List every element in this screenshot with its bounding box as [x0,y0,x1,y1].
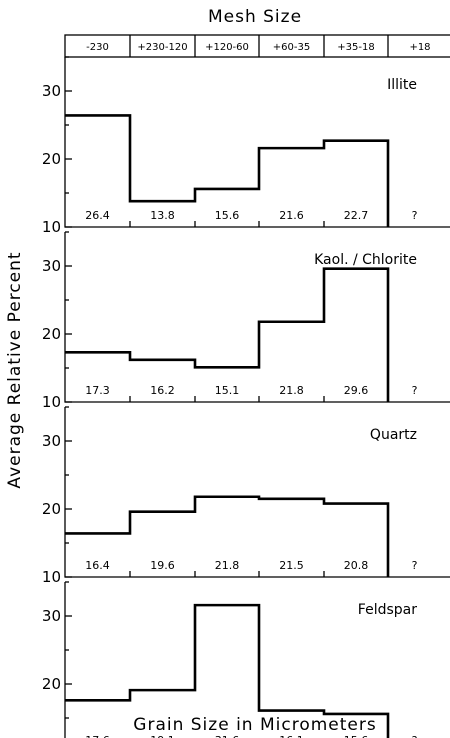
value-label: 21.8 [279,384,304,397]
value-label: 17.3 [85,384,110,397]
mesh-size-title: Mesh Size [208,7,302,27]
mesh-size-label: +18 [409,42,430,53]
value-label: 20.8 [344,559,369,572]
y-tick-label: 20 [42,500,61,518]
y-tick-label: 20 [42,325,61,343]
value-label: 15.6 [344,734,369,738]
y-tick-label: 20 [42,675,61,693]
value-label: 13.8 [150,209,175,222]
value-label: 17.6 [85,734,110,738]
value-label: 31.6 [215,734,240,738]
value-label: 15.1 [215,384,240,397]
mesh-size-frame [64,34,450,58]
y-tick-label: 20 [42,150,61,168]
y-tick-label: 10 [42,218,61,236]
mesh-size-label: +35-18 [337,42,374,53]
panel-quartz: 10 20 30 Quartz 16.4 19.6 21.8 21.5 20.8? [42,406,450,586]
value-label: 16.1 [279,734,304,738]
mesh-size-label: +120-60 [205,42,249,53]
panel-frame [64,582,66,738]
panel-title: Kaol. / Chlorite [314,252,417,268]
value-label: 19.1 [150,734,175,738]
value-label: 16.2 [150,384,175,397]
y-tick-label: 30 [42,82,61,100]
histogram-step-line [65,603,390,738]
unknown-value-label: ? [412,734,418,738]
histogram-step-line [65,495,390,577]
mesh-size-label: +230-120 [137,42,187,53]
y-tick-label: 30 [42,257,61,275]
panel-title: Quartz [370,427,417,443]
y-axis-title: Average Relative Percent [5,251,25,488]
y-tick-label: 30 [42,432,61,450]
value-label: 21.6 [279,209,304,222]
histogram-step-line [65,267,390,402]
value-label: 21.5 [279,559,304,572]
unknown-value-label: ? [412,384,418,397]
histogram-step-line [65,114,390,227]
panel-feldspar: 102030Feldspar17.619.131.616.115.6? [42,581,418,738]
panel-title: Feldspar [358,602,417,618]
mesh-size-label: +60-35 [273,42,310,53]
value-label: 15.6 [215,209,240,222]
value-label: 22.7 [344,209,369,222]
value-label: 19.6 [150,559,175,572]
panel-kaol-chlorite: 10 20 30 Kaol. / Chlorite 17.3 16.2 15.1 21.8 29… [42,231,450,411]
value-label: 29.6 [344,384,369,397]
mesh-size-label: -230 [86,42,109,53]
panel-title: Illite [387,77,417,93]
y-tick-label: 10 [42,568,61,586]
unknown-value-label: ? [412,209,418,222]
mesh-size-row: -230 +230-120 +120-60 +60-35 +35-18 +18 [64,34,450,58]
value-label: 21.8 [215,559,240,572]
panel-illite: 10 20 30 Illite 26.4 13.8 15.6 21.6 22.7? [42,56,450,236]
y-tick-label: 30 [42,607,61,625]
value-label: 26.4 [85,209,110,222]
value-label: 16.4 [85,559,110,572]
y-tick-label: 10 [42,393,61,411]
unknown-value-label: ? [412,559,418,572]
panels: 10 20 30 Illite 26.4 13.8 15.6 21.6 22.7 ? 10 20 30 K… [42,56,450,738]
x-axis-title: Grain Size in Micrometers [133,715,376,735]
